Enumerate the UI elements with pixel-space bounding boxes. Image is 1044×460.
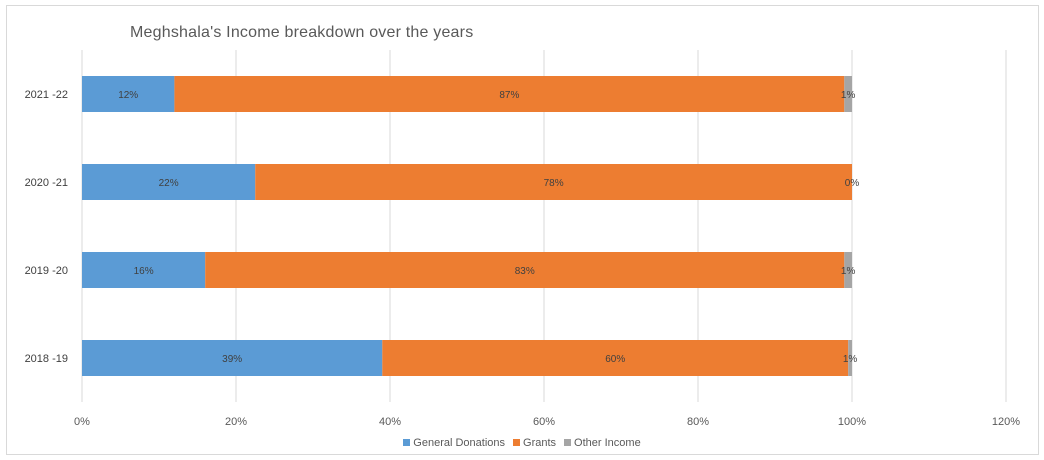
x-tick-label: 80%: [687, 416, 709, 428]
data-label: 1%: [841, 90, 856, 101]
data-label: 22%: [159, 178, 179, 189]
bar-segment: [844, 252, 852, 288]
bar-segment: [844, 76, 852, 112]
legend-swatch: [513, 439, 521, 446]
data-label: 78%: [544, 178, 564, 189]
x-tick-label: 20%: [225, 416, 247, 428]
bar-segment: [174, 76, 845, 112]
x-tick-label: 120%: [992, 416, 1020, 428]
bars: [82, 76, 852, 376]
x-tick-label: 40%: [379, 416, 401, 428]
bar-segment: [255, 164, 852, 200]
legend-label: Grants: [523, 437, 557, 449]
x-tick-label: 60%: [533, 416, 555, 428]
legend: General Donations Grants Other Income: [0, 437, 1044, 449]
bar-segment: [205, 252, 845, 288]
data-label: 83%: [515, 266, 535, 277]
bar-segment: [848, 340, 852, 376]
data-label: 1%: [843, 354, 858, 365]
legend-label: Other Income: [574, 437, 641, 449]
legend-item: General Donations: [403, 437, 505, 449]
data-labels: 12% 87% 1% 22% 78% 0% 16% 83% 1% 39% 60% 1%: [118, 90, 859, 365]
legend-item: Other Income: [564, 437, 641, 449]
category-label: 2021 -22: [25, 89, 68, 101]
category-label: 2019 -20: [25, 265, 68, 277]
legend-swatch: [403, 439, 411, 446]
bar-segment: [82, 252, 206, 288]
chart-title: Meghshala's Income breakdown over the ye…: [130, 24, 474, 41]
data-label: 0%: [845, 178, 860, 189]
data-label: 60%: [605, 354, 625, 365]
bar-segment: [82, 164, 256, 200]
x-tick-label: 100%: [838, 416, 866, 428]
legend-item: Grants: [513, 437, 556, 449]
legend-swatch: [564, 439, 572, 446]
data-label: 12%: [118, 90, 138, 101]
bar-segment: [82, 340, 383, 376]
bar-segment: [382, 340, 849, 376]
data-label: 1%: [841, 266, 856, 277]
data-label: 87%: [499, 90, 519, 101]
category-label: 2020 -21: [25, 177, 68, 189]
x-tick-label: 0%: [74, 416, 90, 428]
data-label: 39%: [222, 354, 242, 365]
axis-labels: 0% 20% 40% 60% 80% 100% 120% 2021 -22 2020 -21 20…: [25, 89, 1021, 428]
legend-label: General Donations: [413, 437, 506, 449]
category-label: 2018 -19: [25, 353, 68, 365]
bar-segment: [82, 76, 175, 112]
data-label: 16%: [134, 266, 154, 277]
